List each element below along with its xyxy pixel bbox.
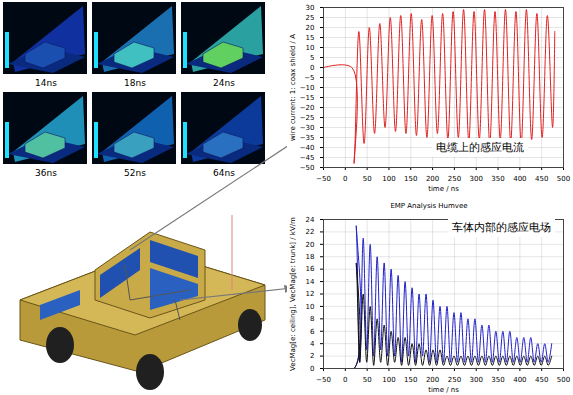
svg-text:50: 50 (363, 175, 372, 183)
svg-text:100: 100 (382, 376, 395, 384)
svg-text:300: 300 (470, 175, 483, 183)
svg-text:24: 24 (306, 216, 315, 224)
svg-text:0: 0 (343, 175, 347, 183)
html-text:车体内部的感应电场: 车体内部的感应电场 (452, 221, 551, 234)
html-text:64ns: 64ns (213, 168, 235, 178)
svg-text:−50: −50 (316, 175, 331, 183)
svg-text:−50: −50 (316, 376, 331, 384)
svg-text:6: 6 (310, 327, 315, 335)
svg-text:4: 4 (310, 340, 315, 348)
svg-text:2: 2 (310, 352, 314, 360)
svg-text:20: 20 (306, 24, 315, 32)
html-text:52ns: 52ns (124, 168, 146, 178)
svg-text:400: 400 (513, 376, 526, 384)
svg-text:−5: −5 (304, 74, 314, 82)
svg-text:500: 500 (557, 376, 570, 384)
svg-text:350: 350 (491, 376, 504, 384)
svg-text:250: 250 (448, 376, 461, 384)
svg-text:−25: −25 (300, 114, 315, 122)
svg-text:15: 15 (306, 34, 315, 42)
html-text:24ns: 24ns (213, 78, 235, 88)
svg-text:12: 12 (306, 290, 315, 298)
svg-text:−30: −30 (300, 124, 315, 132)
svg-text:−20: −20 (300, 104, 315, 112)
html-text:14ns: 14ns (35, 78, 57, 88)
html-text:电缆上的感应电流: 电缆上的感应电流 (436, 141, 524, 154)
svg-text:−45: −45 (300, 154, 315, 162)
svg-text:10: 10 (306, 44, 315, 52)
svg-text:30: 30 (306, 4, 315, 12)
svg-text:25: 25 (306, 14, 315, 22)
svg-text:450: 450 (535, 376, 548, 384)
svg-text:−10: −10 (300, 84, 315, 92)
svg-text:time / ns: time / ns (428, 386, 459, 394)
svg-text:0: 0 (343, 376, 347, 384)
svg-text:−40: −40 (300, 144, 315, 152)
svg-text:150: 150 (404, 376, 417, 384)
svg-text:200: 200 (426, 175, 439, 183)
svg-text:350: 350 (491, 175, 504, 183)
svg-text:10: 10 (306, 303, 315, 311)
svg-text:250: 250 (448, 175, 461, 183)
svg-text:8: 8 (310, 315, 314, 323)
svg-text:150: 150 (404, 175, 417, 183)
svg-text:50: 50 (363, 376, 372, 384)
svg-text:−50: −50 (300, 164, 315, 172)
svg-text:450: 450 (535, 175, 548, 183)
html-text:18ns: 18ns (124, 78, 146, 88)
svg-text:20: 20 (306, 241, 315, 249)
svg-text:22: 22 (306, 228, 315, 236)
html-text:36ns: 36ns (35, 168, 57, 178)
svg-text:−15: −15 (300, 94, 315, 102)
svg-text:−35: −35 (300, 134, 315, 142)
svg-text:500: 500 (557, 175, 570, 183)
svg-text:0: 0 (310, 365, 314, 373)
svg-text:18: 18 (306, 253, 315, 261)
svg-text:200: 200 (426, 376, 439, 384)
svg-text:300: 300 (470, 376, 483, 384)
svg-text:0: 0 (310, 64, 314, 72)
html-text:EMP Analysis Humvee: EMP Analysis Humvee (390, 202, 468, 210)
svg-text:14: 14 (306, 278, 315, 286)
svg-text:16: 16 (306, 265, 315, 273)
svg-text:5: 5 (310, 54, 314, 62)
svg-text:wire current: 1: coax shield /: wire current: 1: coax shield / A (289, 34, 297, 141)
svg-text:VecMag[e: ceiling], VecMag[e:: VecMag[e: ceiling], VecMag[e: trunk] / k… (289, 217, 297, 371)
svg-text:400: 400 (513, 175, 526, 183)
svg-text:time / ns: time / ns (428, 185, 459, 193)
svg-text:100: 100 (382, 175, 395, 183)
